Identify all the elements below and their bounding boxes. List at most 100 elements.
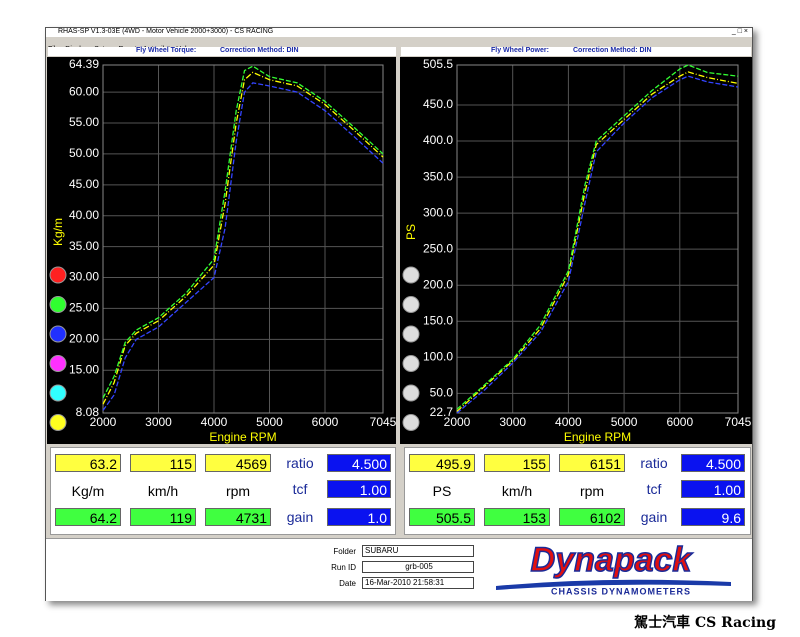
readout-unit: km/h bbox=[147, 483, 179, 499]
x-tick-label: 2000 bbox=[90, 415, 117, 429]
setting-label: tcf bbox=[292, 481, 308, 497]
x-tick-label: 6000 bbox=[312, 415, 339, 429]
y-tick-label: 150.0 bbox=[423, 313, 453, 327]
y-tick-label: 300.0 bbox=[423, 205, 453, 219]
y-tick-label: 50.0 bbox=[430, 385, 454, 399]
readout-unit: rpm bbox=[225, 483, 251, 499]
setting-value: 1.0 bbox=[327, 508, 391, 526]
run-toggle[interactable] bbox=[402, 414, 420, 431]
y-tick-label: 250.0 bbox=[423, 241, 453, 255]
x-tick-label: 3000 bbox=[499, 415, 526, 429]
readout-box: 155 bbox=[484, 454, 550, 472]
y-tick-label: 400.0 bbox=[423, 133, 453, 147]
y-tick-label: 350.0 bbox=[423, 169, 453, 183]
setting-value: 4.500 bbox=[681, 454, 745, 472]
chart-title: Fly Wheel Torque: bbox=[136, 47, 197, 54]
title-bar: RHAS-SP V1.3-03E (4WD - Motor Vehicle 20… bbox=[46, 28, 752, 37]
power-chart: 22.7 50.0 100.0 150.0 200.0 250.0 300.0 350.0 40… bbox=[400, 57, 752, 444]
logo-swoosh bbox=[496, 579, 731, 590]
readout-box: 6102 bbox=[559, 508, 625, 526]
setting-label: ratio bbox=[640, 455, 668, 471]
x-tick-label: 4000 bbox=[201, 415, 228, 429]
readout-box: 4569 bbox=[205, 454, 271, 472]
readout-box: 6151 bbox=[559, 454, 625, 472]
setting-label: ratio bbox=[286, 455, 314, 471]
x-tick-label: 4000 bbox=[555, 415, 582, 429]
run-toggle[interactable] bbox=[402, 325, 420, 343]
folder-label: Folder bbox=[333, 547, 356, 556]
y-tick-label: 200.0 bbox=[423, 277, 453, 291]
run-toggle[interactable] bbox=[402, 296, 420, 313]
run-toggle[interactable] bbox=[49, 384, 67, 402]
setting-value: 4.500 bbox=[327, 454, 391, 472]
logo-text: Dynapack bbox=[531, 542, 694, 579]
x-tick-label: 2000 bbox=[444, 415, 471, 429]
chart-header: Fly Wheel Torque: Correction Method: DIN bbox=[48, 47, 396, 56]
setting-label: gain bbox=[640, 509, 668, 525]
x-axis-label: Engine RPM bbox=[564, 430, 631, 444]
y-tick-label: 15.00 bbox=[69, 362, 99, 376]
readout-box: 63.2 bbox=[55, 454, 121, 472]
run-toggle[interactable] bbox=[49, 266, 67, 284]
setting-label: gain bbox=[286, 509, 314, 525]
series-line bbox=[102, 71, 384, 405]
readout-panel: 63.2 115 4569 Kg/m km/h rpm 64.2 119 4731 ratio tc… bbox=[50, 447, 396, 535]
x-tick-label: 7045 bbox=[725, 415, 752, 429]
x-tick-label: 5000 bbox=[611, 415, 638, 429]
logo-subtext: CHASSIS DYNAMOMETERS bbox=[551, 586, 691, 596]
plot-frame bbox=[102, 64, 384, 414]
y-tick-label: 505.5 bbox=[423, 57, 453, 71]
run-toggle[interactable] bbox=[49, 296, 67, 313]
run-toggle[interactable] bbox=[49, 355, 67, 372]
chart-header: Fly Wheel Power: Correction Method: DIN bbox=[401, 47, 751, 56]
setting-value: 9.6 bbox=[681, 508, 745, 526]
logo: Dynapack CHASSIS DYNAMOMETERS bbox=[496, 542, 731, 596]
y-tick-label: 55.00 bbox=[69, 115, 99, 129]
run-toggle[interactable] bbox=[402, 266, 420, 284]
readout-unit: rpm bbox=[579, 483, 605, 499]
window-controls[interactable]: _ □ × bbox=[731, 28, 748, 35]
run-toggle[interactable] bbox=[49, 414, 67, 431]
run-toggle[interactable] bbox=[402, 355, 420, 372]
series-line bbox=[102, 82, 384, 411]
footer: Folder SUBARU Run ID grb-005 Date 16-Mar… bbox=[46, 538, 752, 601]
y-tick-label: 30.00 bbox=[69, 270, 99, 284]
run-toggle[interactable] bbox=[402, 384, 420, 402]
series-line bbox=[456, 64, 739, 410]
menu-bar: FileDisplaySetupResetAutopilotHelp bbox=[48, 38, 196, 53]
y-tick-label: 450.0 bbox=[423, 97, 453, 111]
readout-box: 115 bbox=[130, 454, 196, 472]
run-toggle[interactable] bbox=[49, 325, 67, 343]
readout-box: 505.5 bbox=[409, 508, 475, 526]
x-tick-label: 7045 bbox=[370, 415, 396, 429]
readout-unit: Kg/m bbox=[71, 483, 105, 499]
plot-frame bbox=[456, 64, 739, 414]
readout-unit: km/h bbox=[501, 483, 533, 499]
series-line bbox=[456, 71, 739, 412]
setting-value: 1.00 bbox=[681, 480, 745, 498]
y-tick-label: 50.00 bbox=[69, 146, 99, 160]
y-tick-label: 45.00 bbox=[69, 177, 99, 191]
readout-box: 495.9 bbox=[409, 454, 475, 472]
x-axis-label: Engine RPM bbox=[209, 430, 276, 444]
setting-value: 1.00 bbox=[327, 480, 391, 498]
x-tick-label: 6000 bbox=[666, 415, 693, 429]
y-tick-label: 60.00 bbox=[69, 84, 99, 98]
readout-panel: 495.9 155 6151 PS km/h rpm 505.5 153 6102 ratio tc… bbox=[404, 447, 751, 535]
date-label: Date bbox=[339, 579, 356, 588]
series-line bbox=[102, 65, 384, 399]
y-axis-label: PS bbox=[404, 224, 418, 240]
chart-subtitle: Correction Method: DIN bbox=[220, 47, 299, 54]
setting-label: tcf bbox=[646, 481, 662, 497]
readout-box: 153 bbox=[484, 508, 550, 526]
readout-unit: PS bbox=[432, 483, 452, 499]
y-tick-label: 64.39 bbox=[69, 57, 99, 71]
series-line bbox=[456, 75, 739, 414]
y-tick-label: 40.00 bbox=[69, 208, 99, 222]
readout-box: 64.2 bbox=[55, 508, 121, 526]
y-tick-label: 22.7 bbox=[430, 405, 454, 419]
readout-box: 4731 bbox=[205, 508, 271, 526]
chart-title: Fly Wheel Power: bbox=[491, 47, 549, 54]
caption: 駕士汽車 CS Racing bbox=[634, 615, 776, 631]
